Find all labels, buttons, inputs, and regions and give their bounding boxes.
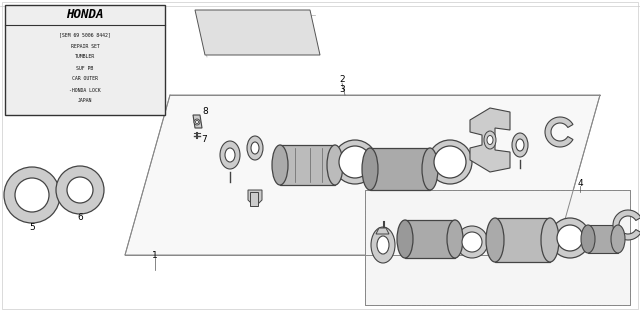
Text: TUMBLER: TUMBLER [75,54,95,59]
Circle shape [333,140,377,184]
Circle shape [56,166,104,214]
Text: -HONDA LOCK: -HONDA LOCK [69,87,101,92]
Ellipse shape [487,136,493,145]
Ellipse shape [371,227,395,263]
Circle shape [557,225,583,251]
Polygon shape [470,108,510,172]
Polygon shape [193,115,202,128]
Text: 6: 6 [77,213,83,222]
Ellipse shape [512,133,528,157]
Ellipse shape [251,142,259,154]
Ellipse shape [516,139,524,151]
Ellipse shape [327,145,343,185]
Polygon shape [125,95,600,255]
Text: REPAIR SET: REPAIR SET [70,44,99,49]
Text: 8: 8 [202,108,208,117]
Polygon shape [280,145,335,185]
Ellipse shape [220,141,240,169]
Circle shape [550,218,590,258]
Polygon shape [495,218,550,262]
Ellipse shape [541,218,559,262]
Text: 2: 2 [339,76,345,85]
Polygon shape [370,148,430,190]
FancyBboxPatch shape [5,5,165,115]
Polygon shape [376,228,389,234]
Ellipse shape [447,220,463,258]
Wedge shape [613,210,640,240]
Polygon shape [490,225,498,256]
Ellipse shape [581,225,595,253]
Text: JAPAN: JAPAN [78,99,92,104]
Ellipse shape [377,236,389,254]
Ellipse shape [194,119,200,125]
Circle shape [434,146,466,178]
Text: [SEM 69 5006 8442]: [SEM 69 5006 8442] [59,33,111,38]
Text: 7: 7 [201,136,207,145]
Circle shape [67,177,93,203]
Wedge shape [545,117,573,147]
Circle shape [339,146,371,178]
Ellipse shape [225,148,235,162]
Circle shape [4,167,60,223]
Polygon shape [588,225,618,253]
Circle shape [456,226,488,258]
Ellipse shape [247,136,263,160]
Circle shape [428,140,472,184]
Ellipse shape [362,148,378,190]
Polygon shape [405,220,455,258]
Text: HONDA: HONDA [67,8,104,21]
Text: 3: 3 [339,86,345,95]
Text: SUF PB: SUF PB [76,66,93,71]
Text: 4: 4 [577,179,583,188]
Ellipse shape [611,225,625,253]
Ellipse shape [486,218,504,262]
Polygon shape [365,190,630,305]
Circle shape [15,178,49,212]
Text: CAR OUTER: CAR OUTER [72,77,98,81]
Ellipse shape [195,120,198,123]
Polygon shape [248,190,262,204]
Circle shape [462,232,482,252]
Ellipse shape [397,220,413,258]
Ellipse shape [422,148,438,190]
Text: 1: 1 [152,250,158,259]
Bar [250,192,258,206]
Polygon shape [195,10,320,55]
Ellipse shape [484,131,496,149]
Ellipse shape [272,145,288,185]
Text: 5: 5 [29,222,35,231]
